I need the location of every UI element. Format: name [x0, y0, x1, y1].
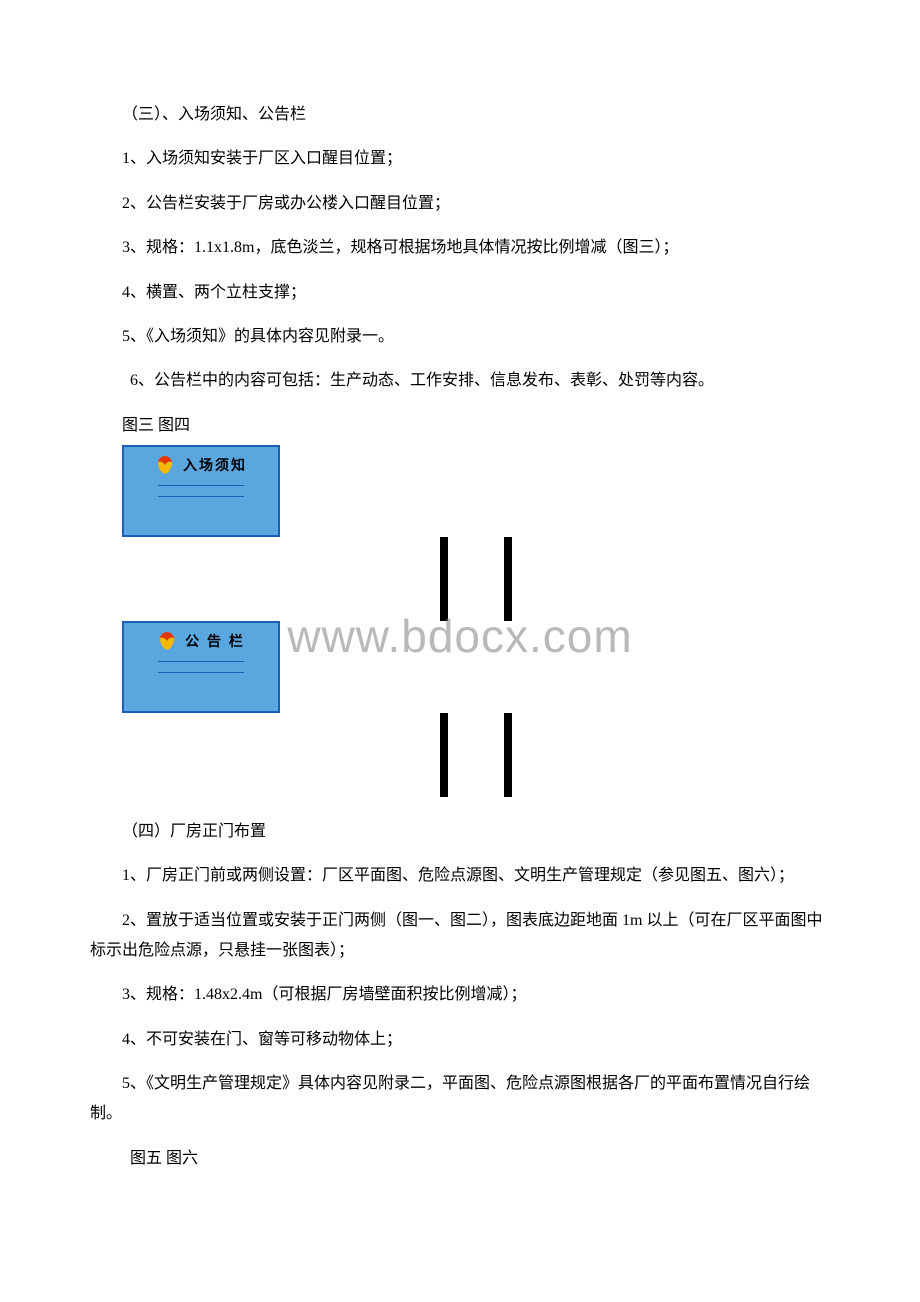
- s3-item-5: 5、《入场须知》的具体内容见附录一。: [90, 322, 830, 352]
- document-page: （三）、入场须知、公告栏 1、入场须知安装于厂区入口醒目位置； 2、公告栏安装于…: [0, 0, 920, 1248]
- s3-item-2: 2、公告栏安装于厂房或办公楼入口醒目位置；: [90, 189, 830, 219]
- s4-item-1: 1、厂房正门前或两侧设置：厂区平面图、危险点源图、文明生产管理规定（参见图五、图…: [90, 861, 830, 891]
- sign-rule-line: [158, 661, 244, 662]
- s3-item-6: 6、公告栏中的内容可包括：生产动态、工作安排、信息发布、表彰、处罚等内容。: [90, 366, 830, 396]
- figure-label-3-4: 图三 图四: [122, 411, 830, 435]
- sign-posts: [122, 713, 830, 797]
- sign-rule-line: [158, 496, 244, 497]
- sign-title: 入场须知: [183, 455, 247, 475]
- section-4-heading: （四）厂房正门布置: [90, 817, 830, 847]
- sign-board: 公 告 栏: [122, 621, 280, 713]
- s3-item-4: 4、横置、两个立柱支撑；: [90, 278, 830, 308]
- s4-item-4: 4、不可安装在门、窗等可移动物体上；: [90, 1025, 830, 1055]
- sign-rule-line: [158, 672, 244, 673]
- sign-post: [504, 537, 512, 621]
- sign-rule-line: [158, 485, 244, 486]
- sign-entry-notice: 入场须知: [122, 445, 830, 621]
- figure-label-5-6: 图五 图六: [90, 1144, 830, 1174]
- s3-item-3: 3、规格：1.1x1.8m，底色淡兰，规格可根据场地具体情况按比例增减（图三）；: [90, 233, 830, 263]
- petrochina-logo-icon: [157, 631, 177, 651]
- sign-post: [440, 713, 448, 797]
- section-3-heading: （三）、入场须知、公告栏: [90, 100, 830, 130]
- s4-item-3: 3、规格：1.48x2.4m（可根据厂房墙壁面积按比例增减）；: [90, 980, 830, 1010]
- sign-posts: [122, 537, 830, 621]
- sign-post: [504, 713, 512, 797]
- s3-item-1: 1、入场须知安装于厂区入口醒目位置；: [90, 144, 830, 174]
- sign-board: 入场须知: [122, 445, 280, 537]
- s4-item-5: 5、《文明生产管理规定》具体内容见附录二，平面图、危险点源图根据各厂的平面布置情…: [90, 1069, 830, 1130]
- sign-bulletin-board: 公 告 栏: [122, 621, 830, 797]
- petrochina-logo-icon: [155, 455, 175, 475]
- sign-title: 公 告 栏: [185, 631, 245, 651]
- sign-figures: 入场须知 公 告 栏: [122, 445, 830, 797]
- s4-item-2: 2、置放于适当位置或安装于正门两侧（图一、图二），图表底边距地面 1m 以上（可…: [90, 906, 830, 967]
- sign-post: [440, 537, 448, 621]
